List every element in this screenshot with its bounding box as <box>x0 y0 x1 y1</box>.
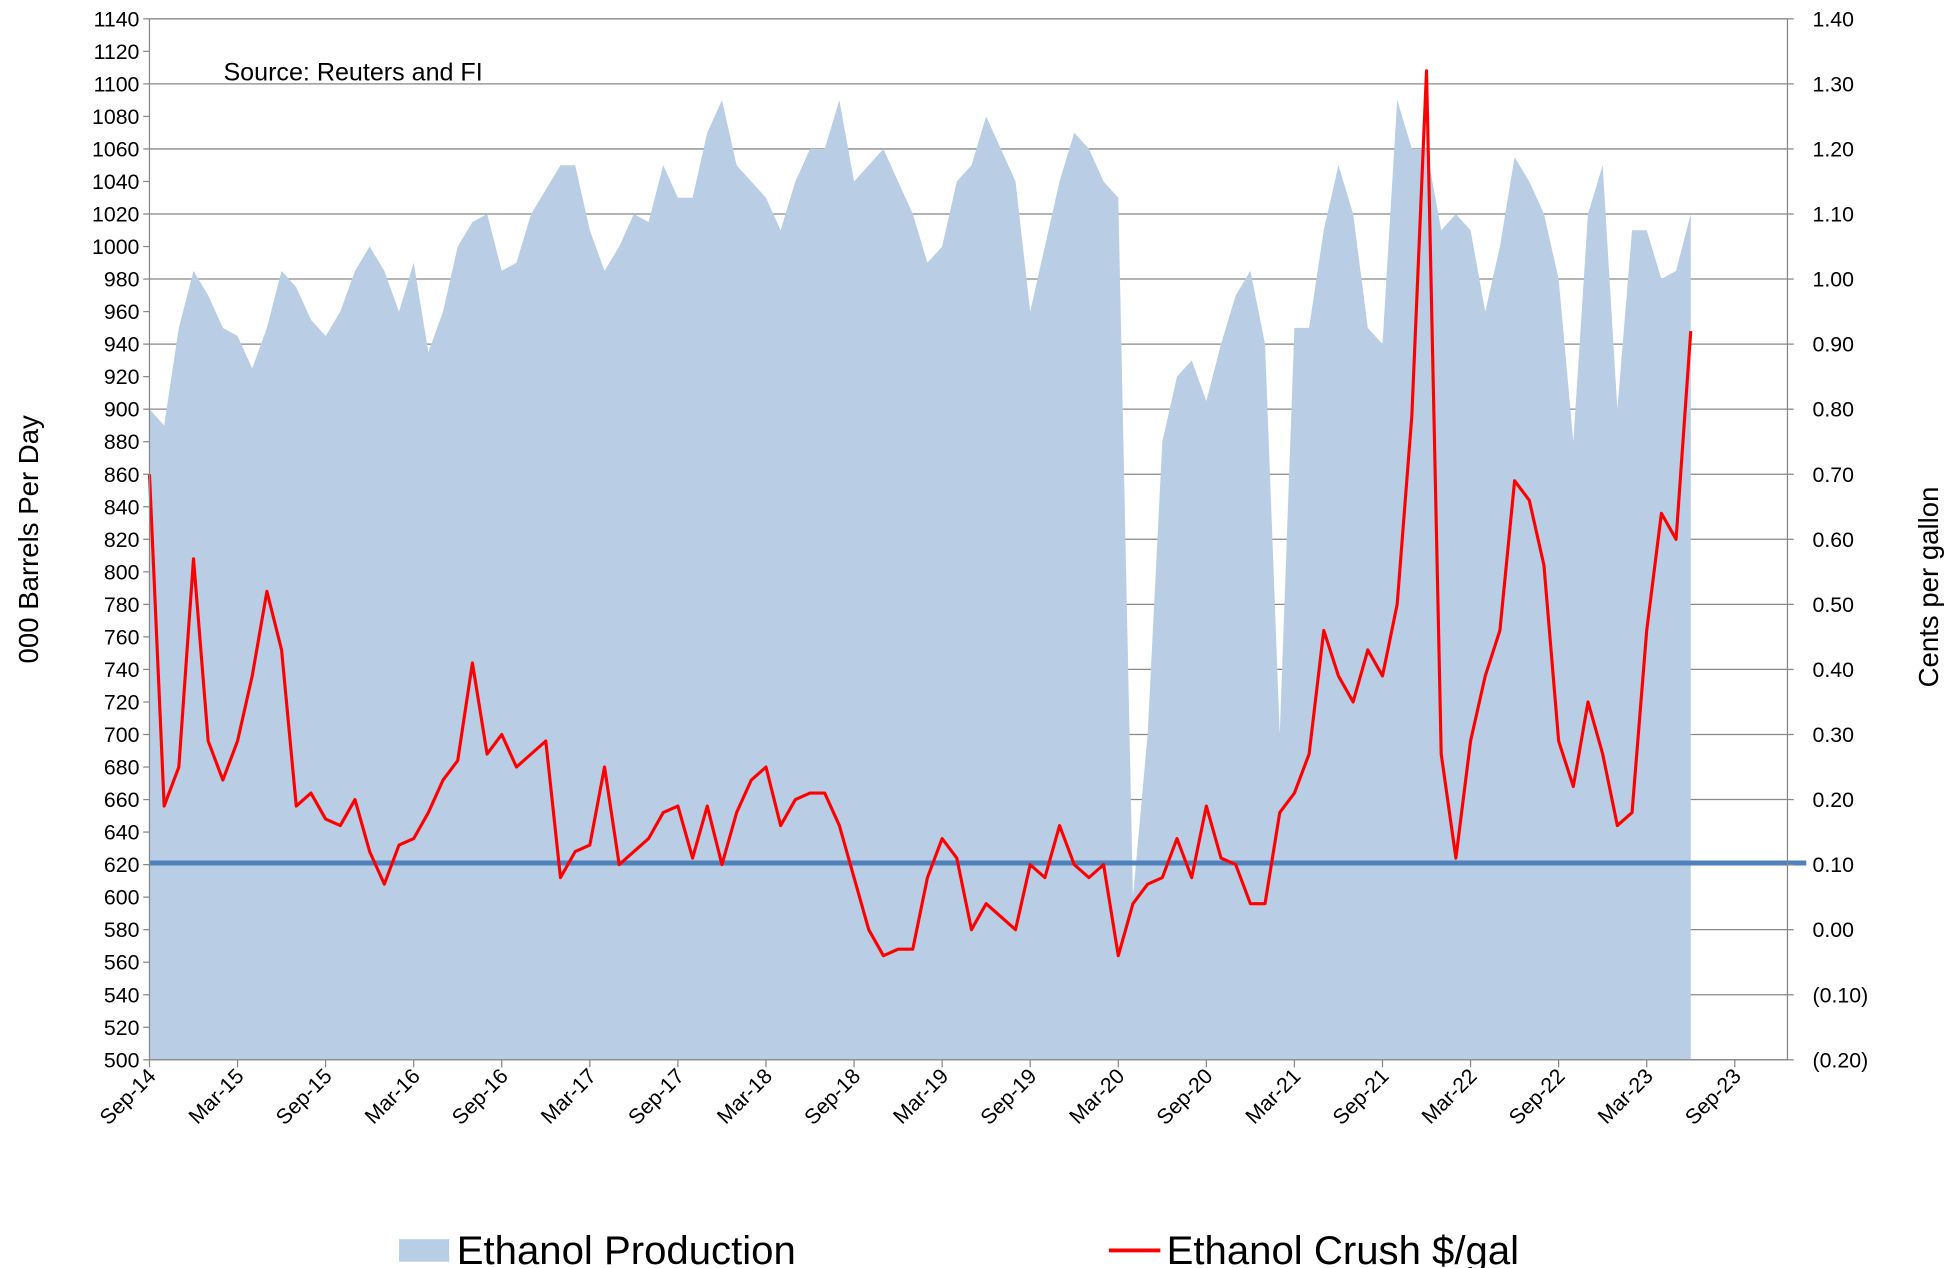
x-tick-label: Mar-22 <box>1417 1064 1482 1129</box>
y2-tick-label: (0.20) <box>1813 1048 1869 1072</box>
annotation: Source: Reuters and FI <box>223 58 482 86</box>
y2-tick-label: 1.20 <box>1813 137 1855 161</box>
x-tick-label: Mar-19 <box>888 1064 953 1129</box>
y-tick-label: 840 <box>104 495 140 519</box>
y-tick-label: 500 <box>104 1048 140 1072</box>
y-tick-label: 1140 <box>94 7 140 31</box>
y-tick-label: 600 <box>104 886 140 910</box>
y-tick-label: 1060 <box>92 137 140 161</box>
x-tick-label: Sep-15 <box>271 1064 337 1130</box>
y-tick-label: 740 <box>104 658 140 682</box>
y2-tick-label: 0.00 <box>1813 918 1855 942</box>
x-tick-label: Sep-20 <box>1152 1064 1218 1130</box>
y-tick-label: 620 <box>104 853 140 877</box>
y-axis-title: 000 Barrels Per Day <box>13 415 44 664</box>
y2-tick-label: 0.20 <box>1813 788 1855 812</box>
y-tick-label: 760 <box>104 625 140 649</box>
legend: Ethanol Production Ethanol Crush $/gal <box>399 1228 1519 1268</box>
y2-tick-label: 1.30 <box>1813 72 1855 96</box>
y-tick-label: 1120 <box>94 40 140 64</box>
y-tick-label: 580 <box>104 918 140 942</box>
y-tick-label: 920 <box>104 365 140 389</box>
y-tick-label: 720 <box>104 690 140 714</box>
x-tick-label: Mar-15 <box>184 1064 249 1129</box>
y2-tick-label: 0.90 <box>1813 333 1855 357</box>
x-tick-label: Sep-19 <box>976 1064 1042 1130</box>
x-tick-label: Sep-22 <box>1504 1064 1570 1130</box>
y-tick-label: 880 <box>104 430 140 454</box>
y-tick-label: 820 <box>104 528 140 552</box>
y-tick-label: 520 <box>104 1016 140 1040</box>
y-tick-label: 700 <box>104 723 140 747</box>
x-tick-label: Sep-17 <box>623 1064 689 1130</box>
y-tick-label: 660 <box>104 788 140 812</box>
x-tick-label: Sep-23 <box>1680 1064 1746 1130</box>
x-tick-label: Mar-17 <box>536 1064 601 1129</box>
legend-swatch <box>399 1239 450 1262</box>
y-tick-label: 680 <box>104 756 140 780</box>
y2-tick-label: 1.10 <box>1813 203 1855 227</box>
y2-axis-title: Cents per gallon <box>1913 487 1944 688</box>
x-tick-label: Mar-23 <box>1593 1064 1658 1129</box>
y2-tick-label: 0.60 <box>1813 528 1855 552</box>
y-tick-label: 1000 <box>92 235 140 259</box>
y2-tick-label: 1.40 <box>1813 7 1855 31</box>
y-tick-label: 540 <box>104 983 140 1007</box>
y2-tick-label: 0.10 <box>1813 853 1855 877</box>
y2-tick-label: 0.70 <box>1813 463 1855 487</box>
y-tick-label: 900 <box>104 398 140 422</box>
legend-label: Ethanol Production <box>457 1228 796 1268</box>
y-tick-label: 940 <box>104 333 140 357</box>
x-tick-label: Mar-20 <box>1065 1064 1130 1129</box>
x-tick-label: Mar-18 <box>712 1064 777 1129</box>
x-tick-label: Mar-16 <box>360 1064 425 1129</box>
y2-tick-label: (0.10) <box>1813 983 1869 1007</box>
y-tick-label: 800 <box>104 560 140 584</box>
x-tick-label: Sep-16 <box>447 1064 513 1130</box>
y-tick-label: 560 <box>104 951 140 975</box>
y-tick-label: 980 <box>104 268 140 292</box>
y-tick-label: 860 <box>104 463 140 487</box>
y2-tick-label: 0.50 <box>1813 593 1855 617</box>
y-tick-label: 640 <box>104 821 140 845</box>
y-tick-label: 1020 <box>92 203 140 227</box>
y2-tick-label: 0.30 <box>1813 723 1855 747</box>
y2-tick-label: 1.00 <box>1813 268 1855 292</box>
y-tick-label: 780 <box>104 593 140 617</box>
x-tick-label: Mar-21 <box>1241 1064 1306 1129</box>
y2-tick-label: 0.40 <box>1813 658 1855 682</box>
plot-data <box>147 69 1807 1060</box>
y-tick-label: 1040 <box>92 170 140 194</box>
production-area <box>149 100 1691 1060</box>
crush-line <box>147 69 1693 958</box>
y-tick-label: 1100 <box>94 72 140 96</box>
x-tick-label: Sep-18 <box>800 1064 866 1130</box>
y-tick-label: 1080 <box>92 105 140 129</box>
x-tick-label: Sep-14 <box>95 1064 161 1130</box>
x-tick-label: Sep-21 <box>1328 1064 1394 1130</box>
y2-tick-label: 0.80 <box>1813 398 1855 422</box>
y-tick-label: 960 <box>104 300 140 324</box>
legend-label: Ethanol Crush $/gal <box>1167 1228 1519 1268</box>
